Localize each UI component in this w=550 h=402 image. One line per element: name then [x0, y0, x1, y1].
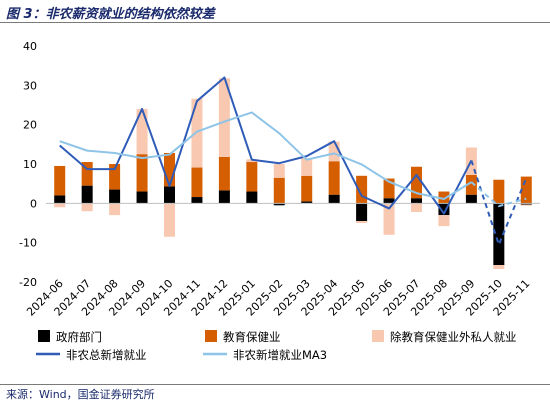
legend-label: 教育保健业 [223, 330, 281, 344]
bar-segment [54, 165, 66, 196]
y-tick-label: 10 [23, 158, 37, 171]
bar-segment [411, 166, 422, 199]
series-line-dashed-tail [470, 181, 527, 208]
bar-segment [136, 108, 148, 155]
bar-segment [493, 179, 505, 204]
y-tick-label: -10 [19, 237, 37, 250]
bar-segment [493, 203, 505, 266]
legend-label: 除教育保健业外私人就业 [390, 330, 517, 344]
y-tick-label: 40 [23, 40, 37, 53]
bar-segment [218, 156, 230, 191]
bars [54, 78, 532, 270]
bar-segment [273, 164, 285, 178]
bar-segment [246, 162, 258, 192]
y-tick-label: 20 [23, 119, 37, 132]
bar-segment [356, 175, 368, 204]
bar-segment [164, 203, 175, 237]
bar-segment [81, 162, 93, 186]
bar-segment [520, 204, 532, 206]
bar-segment [356, 203, 368, 222]
bar-segment [465, 194, 477, 204]
bar-segment [438, 215, 450, 227]
source-divider [0, 384, 550, 385]
bar-segment [54, 195, 66, 204]
bar-segment [520, 176, 532, 204]
bar-segment [218, 190, 230, 204]
legend-label: 非农总新增就业 [66, 348, 147, 362]
bar-segment [109, 189, 121, 204]
bar-segment [191, 197, 203, 204]
bar-segment [520, 203, 532, 205]
bar-segment [136, 191, 148, 204]
y-tick-label: 0 [30, 197, 37, 210]
bar-segment [383, 203, 395, 235]
bar-segment [438, 203, 450, 216]
legend-swatch [372, 330, 384, 342]
source-note: 来源：Wind，国金证券研究所 [6, 388, 155, 401]
x-axis: 2024-062024-072024-082024-092024-102024-… [24, 277, 532, 319]
bar-segment [191, 167, 203, 198]
legend-label: 非农新增就业MA3 [233, 348, 327, 362]
bar-segment [81, 203, 93, 212]
bar-segment [191, 98, 203, 168]
y-tick-label: -20 [19, 276, 37, 289]
bar-segment [438, 191, 450, 204]
bar-segment [301, 201, 313, 204]
bar-segment [246, 191, 258, 204]
bar-segment [301, 175, 313, 202]
y-axis: -20 -10 0 10 20 30 40 [19, 40, 37, 289]
bar-segment [54, 203, 66, 208]
series-line [59, 76, 473, 215]
bar-segment [273, 203, 285, 206]
bar-segment [218, 78, 230, 157]
bar-segment [328, 141, 340, 162]
lines [59, 76, 528, 248]
bar-segment [383, 178, 395, 199]
bar-segment [164, 186, 175, 204]
bar-segment [383, 198, 395, 204]
bar-segment [109, 164, 121, 190]
bar-segment [328, 194, 340, 204]
series-line [59, 111, 472, 201]
legend-swatch [38, 330, 50, 342]
bar-segment [81, 185, 93, 204]
bar-segment [273, 177, 285, 204]
bar-segment [164, 152, 175, 187]
bar-segment [301, 158, 313, 176]
bar-segment [328, 161, 340, 195]
y-tick-label: 30 [23, 79, 37, 92]
title-divider [0, 22, 550, 23]
figure-title: 图 3：非农薪资就业的结构依然较差 [6, 7, 215, 22]
bar-segment [411, 203, 422, 212]
bar-segment [411, 198, 422, 204]
bar-segment [465, 175, 477, 195]
bar-segment [109, 203, 121, 216]
bar-segment [356, 221, 368, 223]
bar-segment [493, 265, 505, 270]
bar-segment [136, 154, 148, 192]
legend-label: 政府部门 [56, 330, 102, 344]
legend-swatch [205, 330, 217, 342]
chart: -20 -10 0 10 20 30 40 2024-062024-072024-08202… [19, 40, 540, 362]
